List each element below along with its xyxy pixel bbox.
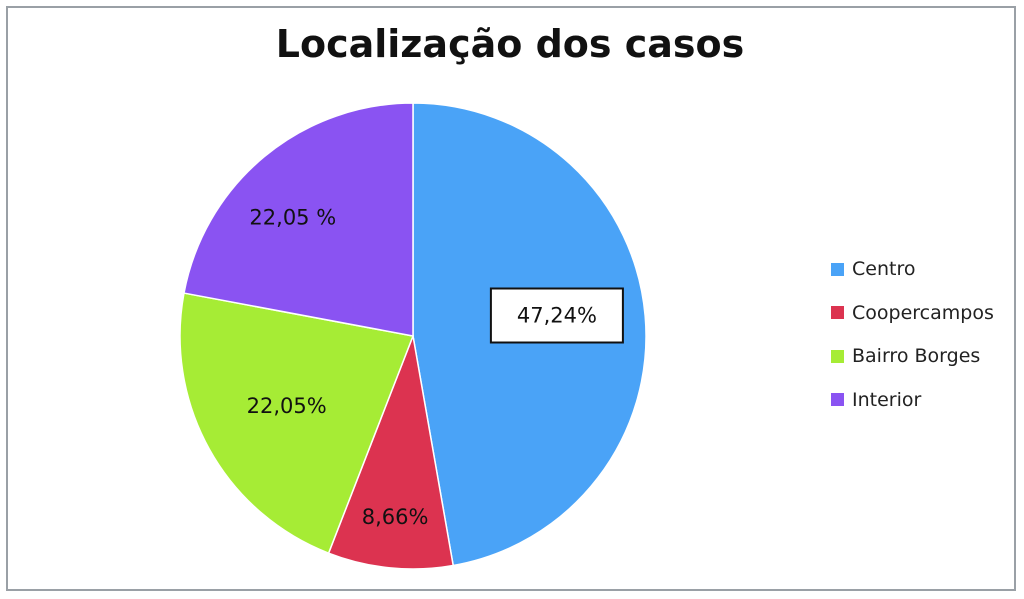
legend-label-coopercampos: Coopercampos xyxy=(852,301,994,324)
legend-swatch-bairro-borges xyxy=(831,349,844,363)
chart-title: Localização dos casos xyxy=(275,22,745,66)
legend-item-bairro-borges: Bairro Borges xyxy=(831,345,994,367)
data-label-bairro-borges: 22,05% xyxy=(247,394,327,418)
legend-swatch-coopercampos xyxy=(831,306,844,319)
pie-slice-coopercampos xyxy=(327,333,455,570)
data-label-centro: 47,24% xyxy=(517,304,597,328)
pie-slice-interior xyxy=(183,102,414,337)
legend-item-interior: Interior xyxy=(831,389,994,411)
legend-swatch-centro xyxy=(831,262,844,276)
data-label-box-centro xyxy=(489,287,624,344)
legend-label-bairro-borges: Bairro Borges xyxy=(852,345,981,367)
legend-label-interior: Interior xyxy=(852,388,922,411)
legend-swatch-interior xyxy=(831,393,844,406)
data-label-interior: 22,05 % xyxy=(249,206,336,230)
legend-item-coopercampos: Coopercampos xyxy=(831,302,994,324)
pie-slice-bairro-borges xyxy=(179,292,415,555)
chart-legend: Centro Coopercampos Bairro Borges Interi… xyxy=(831,258,994,432)
legend-label-centro: Centro xyxy=(852,258,916,280)
legend-item-centro: Centro xyxy=(831,258,994,280)
data-label-coopercampos: 8,66% xyxy=(362,505,429,529)
